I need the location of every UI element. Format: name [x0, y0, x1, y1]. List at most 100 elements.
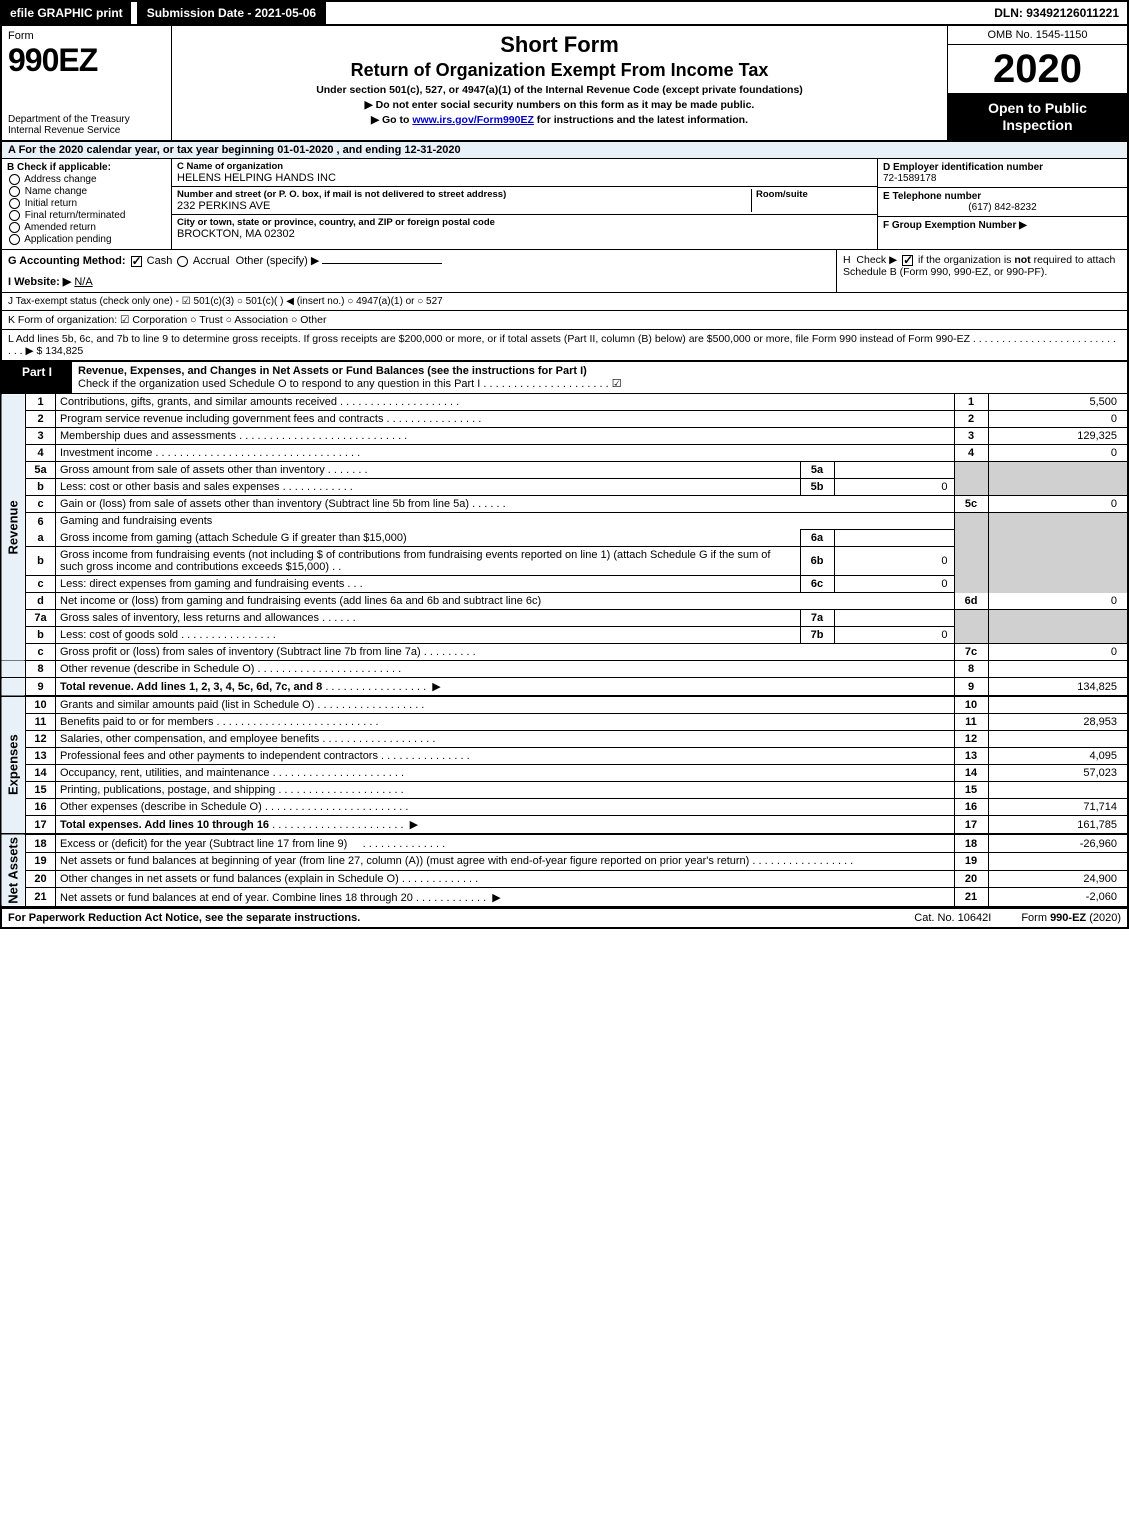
line-7c-col: 7c	[954, 644, 988, 661]
line-7c-desc: Gross profit or (loss) from sales of inv…	[60, 646, 421, 658]
opt-final-return: Final return/terminated	[25, 210, 126, 221]
line-6c-subamt: 0	[834, 576, 954, 593]
line-18-desc: Excess or (deficit) for the year (Subtra…	[60, 838, 347, 850]
line-14-amt: 57,023	[988, 765, 1128, 782]
line-7b-num: b	[26, 627, 56, 644]
efile-print-button[interactable]: efile GRAPHIC print	[2, 2, 131, 24]
city-value: BROCKTON, MA 02302	[177, 228, 872, 240]
goto-post: for instructions and the latest informat…	[534, 114, 748, 126]
line-6b-desc: Gross income from fundraising events (no…	[60, 549, 770, 573]
line-7c-num: c	[26, 644, 56, 661]
opt-name-change: Name change	[25, 186, 87, 197]
open-to-public: Open to Public Inspection	[948, 94, 1127, 140]
checkbox-name-change[interactable]	[9, 186, 20, 197]
website-value: N/A	[74, 276, 92, 288]
line-15-amt	[988, 782, 1128, 799]
website-label: I Website: ▶	[8, 276, 71, 288]
line-3-desc: Membership dues and assessments	[60, 430, 236, 442]
line-16-col: 16	[954, 799, 988, 816]
line-15-col: 15	[954, 782, 988, 799]
line-5b-desc: Less: cost or other basis and sales expe…	[60, 481, 280, 493]
line-15-num: 15	[26, 782, 56, 799]
ssn-warning: ▶ Do not enter social security numbers o…	[178, 99, 941, 111]
checkbox-amended-return[interactable]	[9, 222, 20, 233]
line-11-desc: Benefits paid to or for members	[60, 716, 213, 728]
org-info-grid: B Check if applicable: Address change Na…	[0, 159, 1129, 251]
other-specify-input[interactable]	[322, 263, 442, 264]
irs-link[interactable]: www.irs.gov/Form990EZ	[412, 114, 534, 126]
submission-date-button[interactable]: Submission Date - 2021-05-06	[137, 2, 326, 24]
line-5c-col: 5c	[954, 496, 988, 513]
footer-left: For Paperwork Reduction Act Notice, see …	[8, 912, 884, 924]
checkbox-accrual[interactable]	[177, 256, 188, 267]
line-18-amt: -26,960	[988, 834, 1128, 852]
line-6c-desc: Less: direct expenses from gaming and fu…	[60, 578, 344, 590]
netassets-side-label: Net Assets	[1, 834, 26, 907]
checkbox-address-change[interactable]	[9, 174, 20, 185]
opt-application-pending: Application pending	[24, 234, 111, 245]
line-20-col: 20	[954, 870, 988, 888]
line-8-desc: Other revenue (describe in Schedule O)	[60, 663, 254, 675]
line-1-desc: Contributions, gifts, grants, and simila…	[60, 396, 337, 408]
header-left: Form 990EZ Department of the Treasury In…	[2, 26, 172, 140]
opt-initial-return: Initial return	[25, 198, 77, 209]
expenses-side-label: Expenses	[1, 696, 26, 834]
line-11-col: 11	[954, 714, 988, 731]
line-10-col: 10	[954, 696, 988, 714]
goto-line: ▶ Go to www.irs.gov/Form990EZ for instru…	[178, 114, 941, 126]
line-2-num: 2	[26, 411, 56, 428]
line-12-col: 12	[954, 731, 988, 748]
room-label: Room/suite	[756, 189, 872, 200]
line-6d-amt: 0	[988, 593, 1128, 610]
line-17-amt: 161,785	[988, 816, 1128, 835]
line-18-num: 18	[26, 834, 56, 852]
line-2-amt: 0	[988, 411, 1128, 428]
opt-accrual: Accrual	[193, 255, 230, 267]
grey-cell-6	[954, 513, 988, 593]
ein-value: 72-1589178	[883, 173, 1122, 184]
ein-label: D Employer identification number	[883, 162, 1122, 173]
line-15-desc: Printing, publications, postage, and shi…	[60, 784, 275, 796]
line-10-amt	[988, 696, 1128, 714]
line-13-amt: 4,095	[988, 748, 1128, 765]
line-2-col: 2	[954, 411, 988, 428]
line-3-col: 3	[954, 428, 988, 445]
line-20-amt: 24,900	[988, 870, 1128, 888]
grey-amt-6	[988, 513, 1128, 593]
line-7b-subcol: 7b	[800, 627, 834, 644]
line-14-num: 14	[26, 765, 56, 782]
line-5c-desc: Gain or (loss) from sale of assets other…	[60, 498, 469, 510]
rev-side-blank	[1, 661, 26, 678]
checkbox-schedule-b[interactable]	[902, 255, 913, 266]
line-5b-subcol: 5b	[800, 479, 834, 496]
line-5c-num: c	[26, 496, 56, 513]
phone-label: E Telephone number	[883, 191, 1122, 202]
header-right: OMB No. 1545-1150 2020 Open to Public In…	[947, 26, 1127, 140]
checkbox-application-pending[interactable]	[9, 234, 20, 245]
line-9-desc: Total revenue. Add lines 1, 2, 3, 4, 5c,…	[60, 681, 322, 693]
checkbox-final-return[interactable]	[9, 210, 20, 221]
box-b: B Check if applicable: Address change Na…	[2, 159, 172, 250]
line-6b-subcol: 6b	[800, 547, 834, 576]
row-k-form-org: K Form of organization: ☑ Corporation ○ …	[0, 311, 1129, 330]
line-21-col: 21	[954, 888, 988, 907]
org-name-label: C Name of organization	[177, 161, 872, 172]
line-18-col: 18	[954, 834, 988, 852]
dln-label: DLN: 93492126011221	[986, 2, 1127, 24]
line-8-amt	[988, 661, 1128, 678]
line-12-desc: Salaries, other compensation, and employ…	[60, 733, 319, 745]
line-8-num: 8	[26, 661, 56, 678]
checkbox-initial-return[interactable]	[9, 198, 20, 209]
line-6a-subcol: 6a	[800, 530, 834, 547]
line-16-num: 16	[26, 799, 56, 816]
line-6a-subamt	[834, 530, 954, 547]
line-7a-subcol: 7a	[800, 610, 834, 627]
accounting-method-label: G Accounting Method:	[8, 255, 126, 267]
line-17-col: 17	[954, 816, 988, 835]
grey-amt-7	[988, 610, 1128, 644]
line-17-num: 17	[26, 816, 56, 835]
checkbox-cash[interactable]	[131, 256, 142, 267]
page-footer: For Paperwork Reduction Act Notice, see …	[0, 908, 1129, 929]
line-5a-num: 5a	[26, 462, 56, 479]
line-21-amt: -2,060	[988, 888, 1128, 907]
